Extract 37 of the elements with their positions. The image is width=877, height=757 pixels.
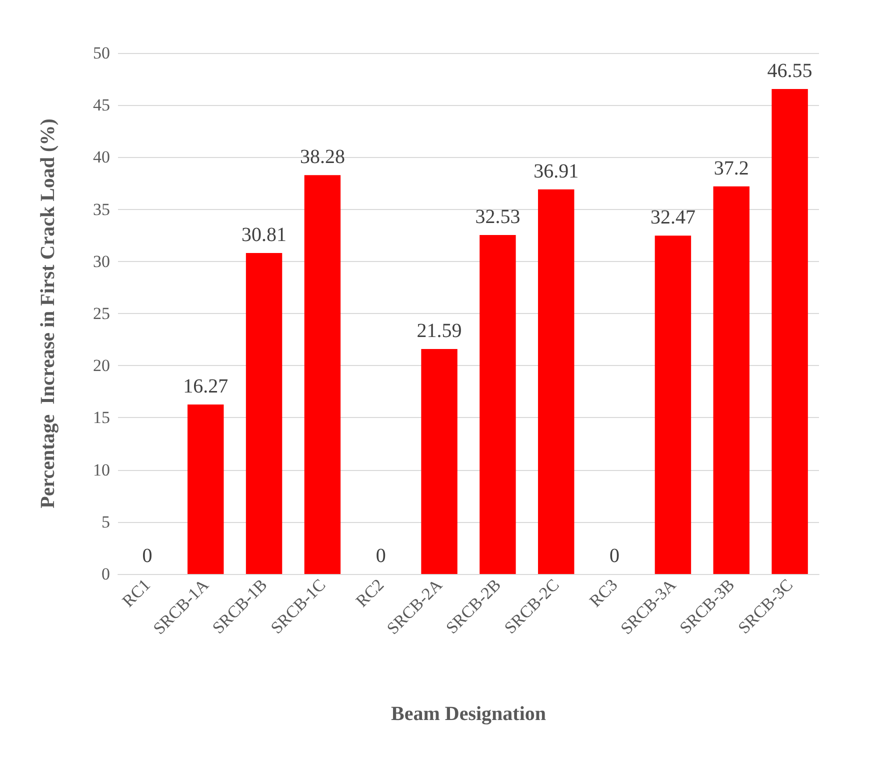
data-label: 46.55 <box>767 60 812 82</box>
y-tick-label: 35 <box>93 200 110 219</box>
data-label: 36.91 <box>534 160 579 182</box>
data-label: 0 <box>376 545 386 567</box>
data-label: 32.47 <box>650 206 696 229</box>
bar <box>246 252 282 574</box>
bar <box>654 236 692 574</box>
bar <box>772 88 808 574</box>
y-axis-title: Percentage Increase in First Crack Load (%) <box>37 118 59 508</box>
y-tick-label: 45 <box>93 96 110 115</box>
y-tick-label: 15 <box>93 408 110 428</box>
y-tick-label: 20 <box>93 356 110 376</box>
bar <box>538 189 574 574</box>
y-tick-label: 50 <box>93 44 110 62</box>
y-tick-label: 0 <box>102 564 110 584</box>
data-label: 37.2 <box>714 157 749 180</box>
data-label: 38.28 <box>300 146 345 168</box>
x-tick-label: RC2 <box>352 575 388 611</box>
y-tick-label: 10 <box>93 460 110 480</box>
y-tick-label: 40 <box>93 148 110 167</box>
bar <box>713 186 750 574</box>
data-label: 32.53 <box>475 206 520 228</box>
y-tick-label: 25 <box>93 304 110 323</box>
data-label: 16.27 <box>183 375 228 398</box>
bar <box>480 235 516 574</box>
data-label: 0 <box>610 545 620 567</box>
y-tick-label: 30 <box>93 252 110 271</box>
x-tick-label: RC3 <box>586 575 622 611</box>
bar <box>421 349 458 574</box>
x-tick-label: RC1 <box>118 575 154 611</box>
bar <box>188 404 224 574</box>
data-label: 30.81 <box>242 224 287 246</box>
x-axis-title: Beam Designation <box>391 703 546 725</box>
y-tick-label: 5 <box>102 512 110 532</box>
data-label: 21.59 <box>416 320 462 342</box>
data-label: 0 <box>142 545 152 567</box>
bar <box>304 175 341 574</box>
